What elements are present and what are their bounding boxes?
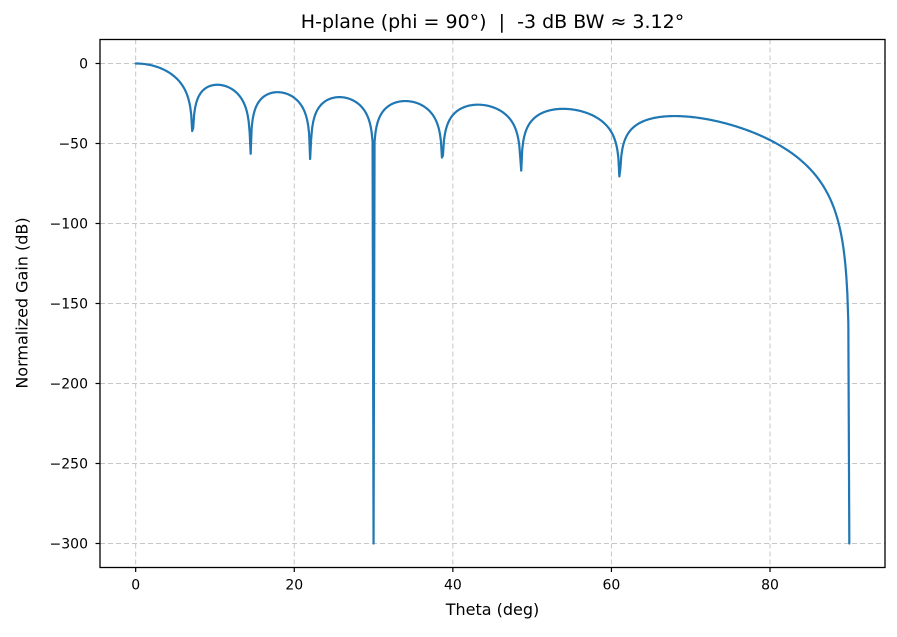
x-axis-label: Theta (deg) [445,600,540,619]
y-axis-label: Normalized Gain (dB) [12,217,32,389]
chart-title: H-plane (phi = 90°) | -3 dB BW ≈ 3.12° [300,11,685,33]
y-tick-label: −150 [50,297,88,313]
y-tick-label: 0 [79,57,88,73]
gain-curve [134,62,851,545]
y-tick-label: −50 [58,137,88,153]
x-tick-label: 80 [761,578,779,594]
x-tick-label: 40 [444,578,462,594]
y-tick-label: −100 [50,217,88,233]
y-tick-label: −250 [50,457,88,473]
x-tick-label: 60 [603,578,621,594]
x-tick-label: 20 [285,578,303,594]
y-tick-label: −300 [50,537,88,553]
x-tick-label: 0 [131,578,140,594]
y-tick-label: −200 [50,377,88,393]
